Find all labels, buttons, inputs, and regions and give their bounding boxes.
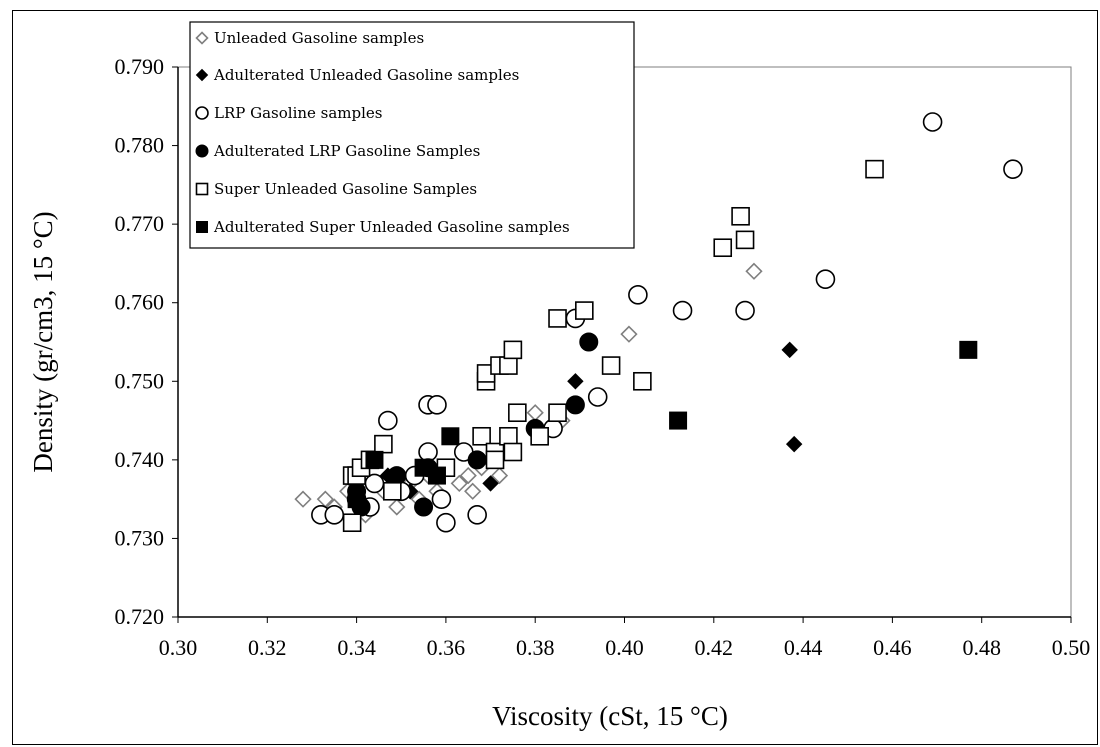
data-point — [499, 426, 518, 446]
data-point — [490, 466, 509, 485]
legend-marker — [196, 221, 208, 233]
data-point — [745, 262, 763, 280]
legend-marker — [195, 31, 209, 45]
legend-label: Adulterated Super Unleaded Gasoline samp… — [213, 218, 570, 236]
legend-marker — [195, 144, 209, 158]
data-point — [482, 475, 499, 492]
data-point — [628, 285, 648, 305]
data-point — [672, 300, 693, 321]
data-point — [441, 427, 460, 446]
data-point — [601, 356, 621, 375]
y-tick-label: 0.740 — [115, 447, 165, 472]
data-point — [342, 513, 362, 533]
x-axis-label: Viscosity (cSt, 15 °C) — [492, 701, 728, 731]
data-point — [464, 482, 482, 500]
legend-marker — [195, 106, 209, 120]
data-point — [431, 489, 452, 509]
data-point — [713, 238, 733, 258]
data-point — [959, 340, 978, 359]
x-tick-label: 0.30 — [159, 635, 198, 660]
data-point — [427, 466, 446, 485]
data-point — [1003, 159, 1023, 179]
data-point — [548, 403, 567, 423]
data-point — [472, 426, 491, 446]
data-point — [459, 466, 477, 485]
data-point — [508, 403, 527, 423]
data-point — [669, 411, 688, 430]
data-point — [620, 325, 638, 343]
data-point — [365, 450, 384, 469]
data-point — [503, 442, 523, 462]
x-tick-label: 0.44 — [784, 635, 823, 660]
y-tick-label: 0.790 — [115, 54, 165, 79]
legend-label: Adulterated Unleaded Gasoline samples — [213, 66, 519, 84]
data-point — [414, 497, 434, 517]
data-point — [499, 356, 518, 375]
series-5 — [347, 340, 978, 509]
y-tick-label: 0.720 — [115, 604, 165, 629]
data-point — [735, 300, 755, 321]
legend-label: Adulterated LRP Gasoline Samples — [213, 142, 480, 160]
y-tick-label: 0.750 — [115, 368, 165, 393]
data-point — [587, 387, 608, 407]
series-4 — [342, 159, 884, 533]
data-point — [347, 490, 366, 509]
x-tick-label: 0.42 — [695, 635, 734, 660]
data-point — [567, 373, 584, 390]
data-point — [450, 474, 468, 493]
x-tick-label: 0.48 — [962, 635, 1001, 660]
legend-marker — [195, 182, 209, 196]
x-tick-label: 0.32 — [248, 635, 287, 660]
data-point — [575, 301, 594, 320]
y-tick-label: 0.770 — [115, 211, 165, 236]
data-point — [324, 505, 345, 525]
legend-box — [189, 21, 635, 249]
data-point — [427, 395, 447, 415]
data-point — [565, 395, 585, 415]
data-point — [731, 206, 750, 226]
data-point — [503, 340, 523, 360]
data-point — [485, 450, 505, 470]
legend-marker — [195, 68, 209, 82]
data-point — [436, 512, 456, 533]
legend-label: Super Unleaded Gasoline Samples — [214, 180, 477, 198]
data-point — [781, 341, 798, 359]
x-tick-label: 0.38 — [516, 635, 555, 660]
data-point — [378, 410, 398, 431]
x-tick-label: 0.46 — [873, 635, 912, 660]
data-point — [548, 309, 567, 328]
data-point — [530, 426, 549, 446]
legend-label: Unleaded Gasoline samples — [214, 29, 424, 47]
y-tick-label: 0.780 — [115, 133, 165, 158]
data-point — [388, 498, 406, 516]
data-point — [294, 490, 312, 508]
data-point — [735, 230, 755, 250]
x-tick-label: 0.50 — [1052, 635, 1091, 660]
y-tick-label: 0.730 — [115, 525, 165, 550]
data-point — [387, 466, 407, 486]
data-point — [383, 481, 402, 501]
y-tick-label: 0.760 — [115, 290, 165, 315]
legend: Unleaded Gasoline samples Adulterated Unl… — [189, 21, 635, 249]
data-point — [815, 269, 836, 289]
data-point — [785, 435, 803, 453]
y-axis-label: Density (gr/cm3, 15 °C) — [28, 211, 58, 472]
x-tick-label: 0.40 — [605, 635, 644, 660]
x-tick-label: 0.34 — [337, 635, 376, 660]
chart-frame — [12, 10, 1098, 745]
data-point — [579, 332, 599, 352]
data-point — [364, 473, 385, 494]
data-point — [374, 434, 393, 454]
legend-label: LRP Gasoline samples — [214, 104, 383, 122]
data-point — [467, 505, 487, 525]
data-point — [467, 450, 487, 470]
data-point — [922, 112, 943, 132]
data-point — [865, 159, 884, 179]
x-tick-label: 0.36 — [427, 635, 466, 660]
data-point — [633, 371, 652, 391]
